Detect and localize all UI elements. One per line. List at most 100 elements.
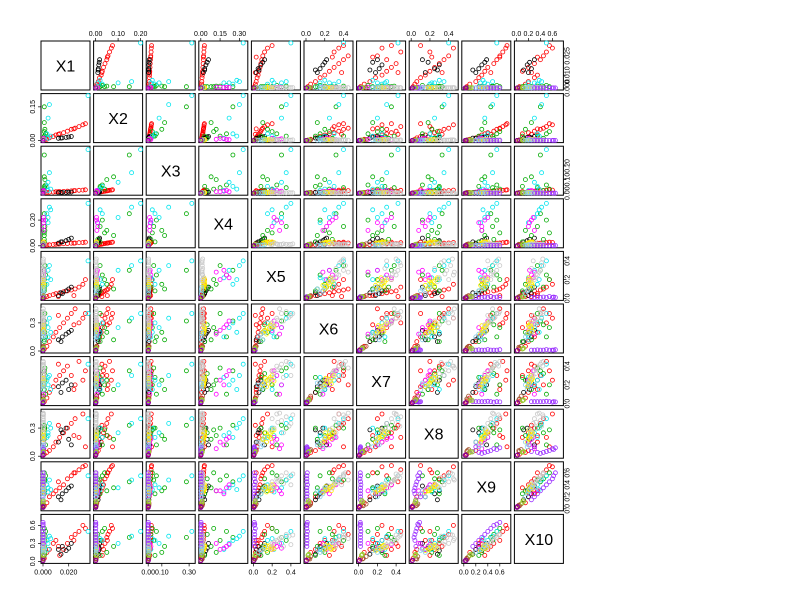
- data-point: [544, 131, 549, 137]
- data-point: [482, 137, 488, 143]
- data-point: [146, 67, 152, 73]
- data-point: [427, 85, 433, 91]
- data-point: [83, 121, 88, 127]
- data-point: [490, 79, 496, 84]
- data-point: [283, 185, 289, 191]
- data-point: [434, 137, 440, 143]
- data-point: [429, 54, 435, 60]
- data-point: [275, 137, 281, 143]
- data-point: [94, 217, 100, 223]
- data-point: [129, 204, 135, 210]
- data-point: [538, 85, 543, 91]
- data-point: [83, 187, 88, 193]
- data-point: [538, 190, 543, 196]
- data-point: [304, 85, 309, 91]
- data-point: [427, 68, 433, 74]
- data-point: [382, 190, 388, 196]
- data-point: [260, 233, 266, 238]
- data-point: [485, 183, 491, 189]
- data-point: [230, 152, 236, 158]
- data-point: [314, 120, 320, 125]
- data-point: [547, 121, 552, 127]
- data-point: [409, 85, 415, 91]
- data-point: [153, 131, 159, 137]
- data-point: [259, 126, 265, 132]
- data-point: [254, 75, 260, 81]
- data-point: [544, 93, 549, 98]
- data-point: [224, 131, 229, 137]
- scatter-panel-X5-X10: [513, 250, 564, 301]
- data-point: [395, 70, 401, 75]
- data-point: [269, 137, 275, 143]
- data-point: [208, 174, 214, 180]
- data-point: [290, 190, 296, 196]
- scatter-panel-X1-X9: [461, 40, 512, 91]
- data-point: [532, 57, 537, 63]
- data-point: [304, 137, 309, 143]
- data-point: [425, 174, 431, 180]
- scatter-panel-X6-X10: [513, 303, 564, 354]
- data-point: [532, 115, 537, 121]
- data-point: [491, 137, 497, 143]
- data-point: [422, 72, 428, 78]
- data-point: [41, 152, 47, 158]
- data-point: [183, 211, 189, 217]
- scatter-panel-X7-X1: [40, 356, 91, 407]
- scatter-panel-X4-X10: [513, 198, 564, 249]
- data-point: [317, 131, 323, 137]
- data-point: [374, 137, 380, 143]
- data-point: [476, 66, 482, 72]
- data-point: [538, 137, 543, 143]
- data-point: [336, 45, 342, 51]
- data-point: [544, 137, 549, 143]
- scatter-panel-X3-X5: [250, 145, 301, 196]
- scatter-panel-X4-X3: [145, 198, 196, 249]
- data-point: [393, 61, 399, 66]
- data-point: [85, 200, 91, 206]
- data-point: [305, 190, 311, 196]
- data-point: [322, 85, 328, 91]
- data-point: [326, 115, 332, 121]
- data-point: [148, 217, 154, 223]
- data-point: [288, 137, 294, 143]
- data-point: [494, 131, 500, 137]
- data-point: [336, 102, 342, 107]
- data-point: [138, 147, 144, 153]
- data-point: [269, 224, 275, 229]
- data-point: [432, 190, 438, 196]
- data-point: [547, 43, 552, 48]
- data-point: [331, 183, 337, 189]
- data-point: [535, 85, 540, 91]
- data-point: [312, 133, 318, 139]
- variable-label: X6: [319, 322, 339, 339]
- data-point: [156, 115, 162, 121]
- data-point: [482, 120, 488, 125]
- data-point: [532, 85, 537, 91]
- data-point: [199, 75, 205, 81]
- data-point: [269, 230, 275, 236]
- data-point: [419, 57, 425, 63]
- data-point: [68, 189, 74, 195]
- panel-frame: [40, 40, 91, 91]
- data-point: [429, 80, 435, 86]
- data-point: [529, 137, 534, 143]
- data-point: [63, 238, 69, 244]
- data-point: [152, 131, 158, 137]
- data-point: [234, 133, 240, 139]
- data-point: [99, 81, 105, 87]
- data-point: [544, 85, 549, 91]
- data-point: [384, 57, 390, 63]
- data-point: [382, 80, 388, 86]
- data-point: [365, 182, 371, 188]
- data-point: [148, 54, 154, 60]
- scatter-panel-X4-X2: [93, 198, 144, 249]
- scatter-panel-X2-X4: [198, 93, 249, 144]
- data-point: [305, 85, 311, 91]
- scatter-panel-X1-X10: [513, 40, 564, 91]
- data-point: [524, 62, 530, 68]
- data-point: [451, 137, 457, 143]
- data-point: [230, 104, 236, 110]
- data-point: [370, 54, 376, 60]
- data-point: [478, 80, 484, 86]
- data-point: [436, 133, 442, 139]
